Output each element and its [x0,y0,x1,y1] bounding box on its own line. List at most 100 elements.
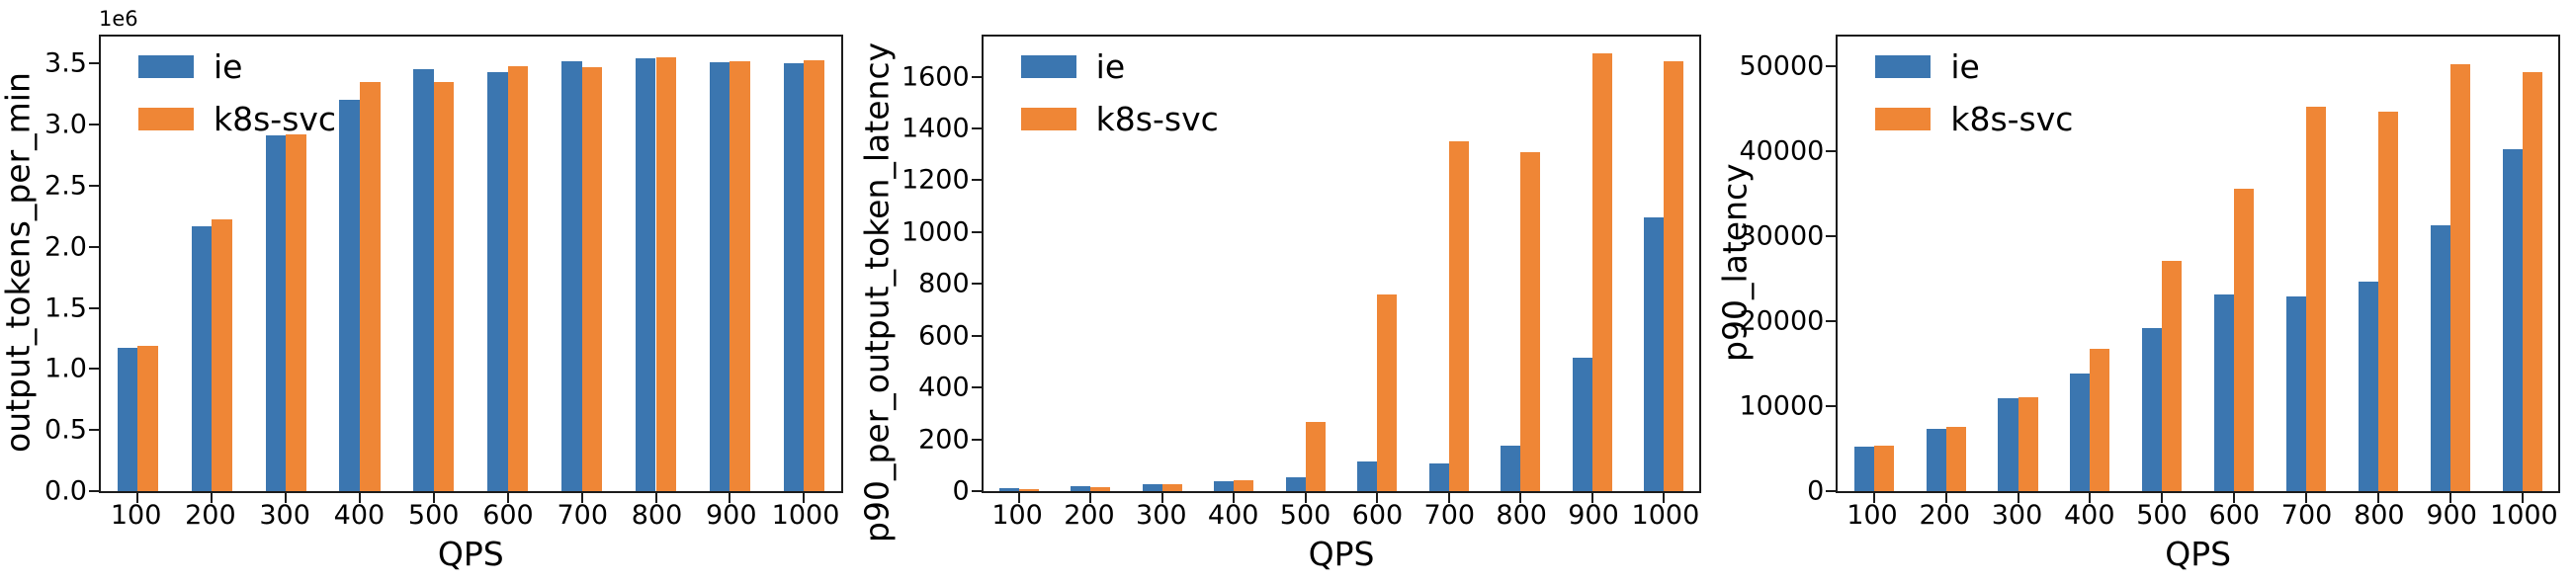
legend-label: k8s-svc [1095,99,1219,138]
y-tick-mark [971,75,982,78]
x-tick-label: 600 [2208,500,2261,531]
y-tick-label: 0 [1807,475,1825,507]
x-tick-labels: 100 200 300 400 500 600 700 800 900 1000 [99,500,843,532]
x-tick-mark [1089,493,1092,503]
y-tick-label: 20000 [1739,305,1825,337]
x-tick-labels: 100 200 300 400 500 600 700 800 900 1000 [1836,500,2560,532]
y-tick-label: 400 [918,372,970,403]
bar-k8s-svc-700 [1448,141,1469,491]
y-tick-label: 3.0 [44,109,87,140]
legend: ie k8s-svc [1875,48,2073,138]
x-tick-label: 300 [1991,500,2043,531]
bar-k8s-svc-1000 [2522,72,2542,491]
x-axis-label: QPS [1308,535,1375,573]
x-tick-mark [2233,493,2236,503]
bar-ie-500 [1285,477,1306,491]
legend-label: ie [214,47,243,86]
bar-ie-800 [1501,446,1521,491]
x-tick-mark [2521,493,2524,503]
y-tick-label: 2.0 [44,231,87,263]
y-axis-label: output_tokens_per_min [0,72,38,454]
x-tick-label: 1000 [1631,500,1700,531]
legend-item-k8s-svc: k8s-svc [1020,99,1219,138]
x-tick-mark [136,493,139,503]
plot-area: ie k8s-svc 0.0 0.5 1.0 1.5 2.0 2.5 3.0 3.5 [44,35,843,505]
y-tick-mark [1826,405,1837,408]
legend: ie k8s-svc [1020,48,1219,138]
x-tick-mark [2017,493,2019,503]
bar-k8s-svc-800 [2377,111,2398,491]
bar-k8s-svc-200 [1945,426,1966,491]
plot-area: ie k8s-svc 0 10000 20000 30000 40000 50000 [1739,35,2561,505]
bar-ie-600 [487,71,508,491]
x-tick-label: 800 [2354,500,2405,531]
bar-k8s-svc-600 [1377,293,1398,491]
y-tick-label: 50000 [1739,50,1825,82]
y-tick-mark [1826,235,1837,238]
bar-k8s-svc-800 [655,57,677,491]
legend-swatch-k8s-svc [1020,108,1076,131]
bar-k8s-svc-900 [1591,53,1612,491]
legend-swatch-ie [1020,55,1076,79]
legend-swatch-k8s-svc [1875,108,1932,131]
plot-area: ie k8s-svc 0 200 400 600 800 1000 1200 1400 1600 [902,35,1702,505]
bar-k8s-svc-1000 [1664,60,1684,491]
y-tick-mark [971,386,982,389]
y-tick-label: 800 [918,268,970,299]
x-tick-label: 1000 [2490,500,2558,531]
x-tick-label: 800 [631,500,683,531]
x-tick-mark [1590,493,1593,503]
y-tick-label: 600 [918,320,970,352]
chart-output-tokens-per-min: output_tokens_per_min 1e6 ie k8s-svc 0.0 0… [0,0,859,585]
y-tick-mark [971,230,982,233]
y-tick-label: 1.0 [44,353,87,384]
bar-ie-900 [2430,224,2450,491]
y-tick-label: 30000 [1739,220,1825,252]
x-tick-label: 900 [1568,500,1619,531]
bar-k8s-svc-300 [286,133,306,491]
y-tick-mark [971,179,982,182]
y-tick-label: 2.5 [44,170,87,202]
bar-ie-200 [1071,486,1091,491]
bar-ie-700 [1428,463,1449,491]
y-axis-label: p90_per_output_token_latency [857,42,897,543]
bar-k8s-svc-300 [1161,484,1182,491]
bar-ie-300 [1142,483,1162,491]
bar-ie-900 [1572,358,1592,491]
bar-ie-400 [1214,481,1235,491]
x-tick-mark [729,493,731,503]
x-tick-mark [580,493,583,503]
x-tick-mark [2448,493,2451,503]
x-axis-label: QPS [2165,535,2232,573]
bar-ie-800 [635,58,656,491]
y-axis-label: p90_latency [1715,163,1755,363]
bar-ie-100 [998,487,1019,491]
y-tick-mark [89,429,99,432]
bar-k8s-svc-400 [360,81,381,491]
x-tick-mark [1447,493,1450,503]
x-tick-label: 100 [1846,500,1898,531]
x-tick-mark [1160,493,1163,503]
bar-ie-200 [191,225,213,491]
bar-k8s-svc-1000 [804,59,824,491]
x-tick-label: 200 [1064,500,1115,531]
x-tick-labels: 100 200 300 400 500 600 700 800 900 1000 [982,500,1702,532]
x-tick-mark [1872,493,1875,503]
legend-label: ie [1950,47,1980,86]
y-tick-mark [89,245,99,248]
legend-swatch-k8s-svc [138,108,194,131]
x-tick-label: 600 [1351,500,1404,531]
bar-k8s-svc-500 [433,81,455,491]
x-tick-mark [211,493,214,503]
bar-k8s-svc-100 [1873,445,1894,491]
bar-ie-800 [2358,281,2378,491]
y-tick-mark [971,334,982,337]
y-tick-mark [1826,320,1837,323]
y-tick-mark [1826,490,1837,492]
x-tick-mark [2161,493,2164,503]
x-tick-mark [285,493,288,503]
x-tick-label: 100 [991,500,1043,531]
y-tick-label: 10000 [1739,390,1825,422]
legend-item-ie: ie [138,48,336,86]
x-tick-label: 900 [2426,500,2477,531]
